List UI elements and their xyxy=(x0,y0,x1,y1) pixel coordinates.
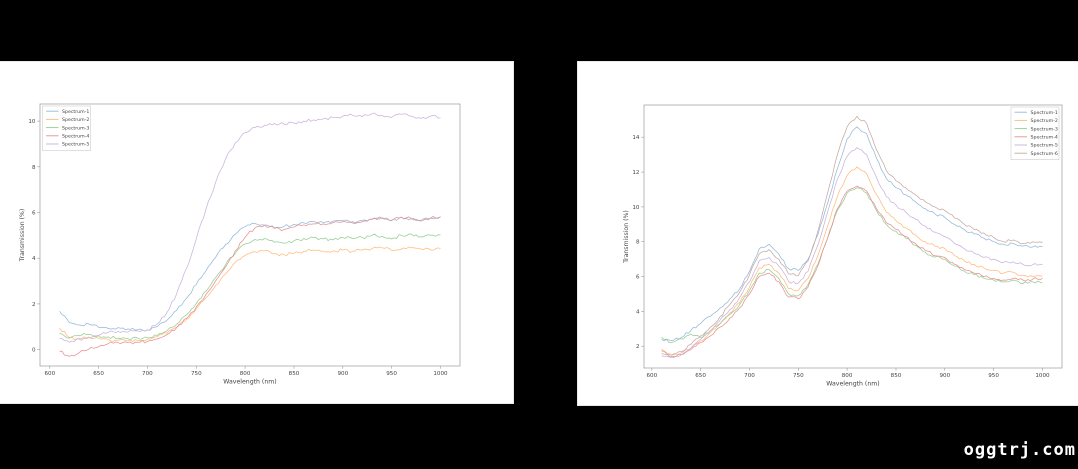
legend-label-spectrum-4: Spectrum-4 xyxy=(62,134,89,140)
x-tick-label: 800 xyxy=(240,371,251,377)
legend-label-spectrum-4: Spectrum-4 xyxy=(1031,135,1058,141)
x-axis-label: Wavelength (nm) xyxy=(826,381,879,388)
x-tick-label: 850 xyxy=(289,371,300,377)
legend-label-spectrum-3: Spectrum-3 xyxy=(1031,126,1058,132)
x-tick-label: 800 xyxy=(842,373,853,379)
x-tick-label: 600 xyxy=(44,371,55,377)
x-tick-label: 750 xyxy=(191,371,202,377)
x-tick-label: 1000 xyxy=(1035,373,1050,379)
series-line-spectrum-6 xyxy=(661,115,1043,356)
series-line-spectrum-1 xyxy=(661,126,1043,342)
y-tick-label: 8 xyxy=(636,240,640,246)
plot-area xyxy=(39,103,461,367)
series-line-spectrum-3 xyxy=(59,233,441,341)
x-tick-label: 650 xyxy=(695,373,706,379)
x-tick-label: 600 xyxy=(646,373,657,379)
y-tick-label: 4 xyxy=(32,256,36,262)
y-tick-label: 12 xyxy=(632,170,639,176)
y-tick-label: 6 xyxy=(32,211,36,217)
x-tick-label: 900 xyxy=(939,373,950,379)
y-tick-label: 4 xyxy=(636,309,640,315)
legend-label-spectrum-3: Spectrum-3 xyxy=(62,125,89,131)
left-spectra-chart: 600 650 700 750 800 850 900 950 1000 0 2 4 6 8 10 Wavel… xyxy=(19,103,461,386)
series-line-spectrum-2 xyxy=(59,246,441,342)
right-spectra-chart: 600 650 700 750 800 850 900 950 1000 2 4 6 8 10 12 14 Wa… xyxy=(623,104,1063,388)
series-line-spectrum-5 xyxy=(59,112,441,343)
x-tick-label: 950 xyxy=(386,371,397,377)
x-tick-label: 700 xyxy=(142,371,153,377)
y-axis-label: Transmission (%) xyxy=(19,209,26,263)
left-chart-panel: 600 650 700 750 800 850 900 950 1000 0 2 4 6 8 10 Wavel… xyxy=(0,62,513,403)
y-tick-label: 14 xyxy=(632,135,640,141)
right-chart-panel: 600 650 700 750 800 850 900 950 1000 2 4 6 8 10 12 14 Wa… xyxy=(578,62,1078,405)
x-tick-label: 700 xyxy=(744,373,755,379)
y-tick-label: 8 xyxy=(32,165,36,171)
legend-label-spectrum-6: Spectrum-6 xyxy=(1031,151,1058,157)
y-axis-label: Transmission (%) xyxy=(623,210,630,264)
x-tick-label: 650 xyxy=(93,371,104,377)
legend-box xyxy=(42,105,91,151)
watermark-text: oggtrj.com xyxy=(963,440,1076,460)
series-line-spectrum-4 xyxy=(661,185,1043,358)
x-tick-label: 750 xyxy=(793,373,804,379)
legend-label-spectrum-2: Spectrum-2 xyxy=(1031,118,1058,124)
legend-label-spectrum-5: Spectrum-5 xyxy=(1031,143,1058,149)
y-tick-label: 10 xyxy=(28,119,36,125)
y-tick-label: 2 xyxy=(32,302,36,308)
x-axis-label: Wavelength (nm) xyxy=(223,379,276,386)
legend-label-spectrum-5: Spectrum-5 xyxy=(62,142,89,148)
x-tick-label: 950 xyxy=(988,373,999,379)
x-tick-label: 850 xyxy=(891,373,902,379)
series-line-spectrum-4 xyxy=(59,216,441,357)
y-tick-label: 2 xyxy=(636,344,640,350)
legend-label-spectrum-2: Spectrum-2 xyxy=(62,117,89,123)
series-line-spectrum-1 xyxy=(59,216,441,332)
legend-label-spectrum-1: Spectrum-1 xyxy=(62,109,89,115)
y-tick-label: 6 xyxy=(636,275,640,281)
y-tick-label: 0 xyxy=(32,348,36,354)
legend-box xyxy=(1010,106,1060,161)
legend-label-spectrum-1: Spectrum-1 xyxy=(1031,110,1058,116)
plot-area xyxy=(643,104,1063,369)
y-tick-label: 10 xyxy=(632,205,640,211)
series-line-spectrum-2 xyxy=(661,166,1043,356)
x-tick-label: 1000 xyxy=(433,371,448,377)
series-line-spectrum-3 xyxy=(661,187,1043,344)
series-line-spectrum-5 xyxy=(661,147,1043,358)
x-tick-label: 900 xyxy=(337,371,348,377)
